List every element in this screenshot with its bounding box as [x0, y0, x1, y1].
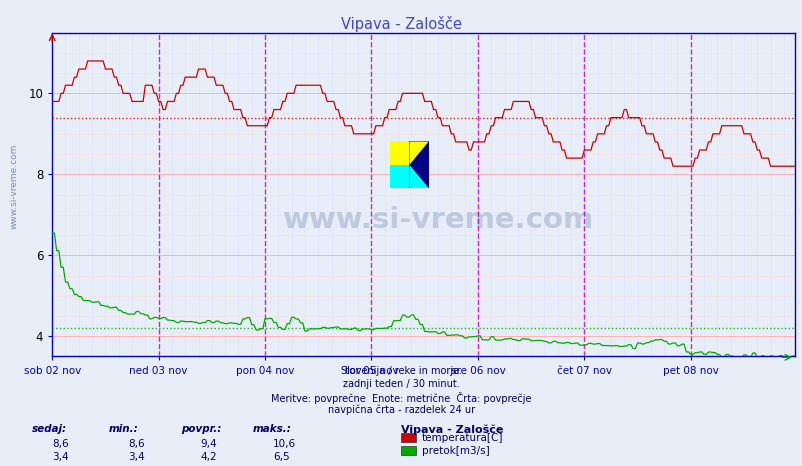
Text: maks.:: maks.: [253, 424, 291, 434]
Text: 8,6: 8,6 [128, 439, 145, 449]
Bar [409, 142, 428, 188]
Polygon shape [409, 142, 428, 165]
Bar [390, 165, 409, 188]
Text: povpr.:: povpr.: [180, 424, 221, 434]
Text: Vipava - Zalošče: Vipava - Zalošče [401, 424, 503, 435]
Text: 10,6: 10,6 [273, 439, 296, 449]
Text: 4,2: 4,2 [200, 452, 217, 462]
Text: Slovenija / reke in morje.: Slovenija / reke in morje. [341, 366, 461, 376]
Text: sedaj:: sedaj: [32, 424, 67, 434]
Text: 9,4: 9,4 [200, 439, 217, 449]
Text: zadnji teden / 30 minut.: zadnji teden / 30 minut. [342, 379, 460, 389]
Text: www.si-vreme.com: www.si-vreme.com [10, 144, 18, 229]
Text: navpična črta - razdelek 24 ur: navpična črta - razdelek 24 ur [327, 405, 475, 416]
Text: pretok[m3/s]: pretok[m3/s] [421, 445, 488, 456]
Text: 3,4: 3,4 [128, 452, 145, 462]
Text: www.si-vreme.com: www.si-vreme.com [282, 206, 593, 234]
Text: Meritve: povprečne  Enote: metrične  Črta: povprečje: Meritve: povprečne Enote: metrične Črta:… [271, 392, 531, 404]
Text: Vipava - Zalošče: Vipava - Zalošče [341, 16, 461, 32]
Text: 3,4: 3,4 [52, 452, 69, 462]
Text: 6,5: 6,5 [273, 452, 290, 462]
Text: temperatura[C]: temperatura[C] [421, 432, 502, 443]
Text: min.:: min.: [108, 424, 138, 434]
Text: 8,6: 8,6 [52, 439, 69, 449]
Bar [390, 142, 409, 165]
Polygon shape [409, 165, 428, 188]
